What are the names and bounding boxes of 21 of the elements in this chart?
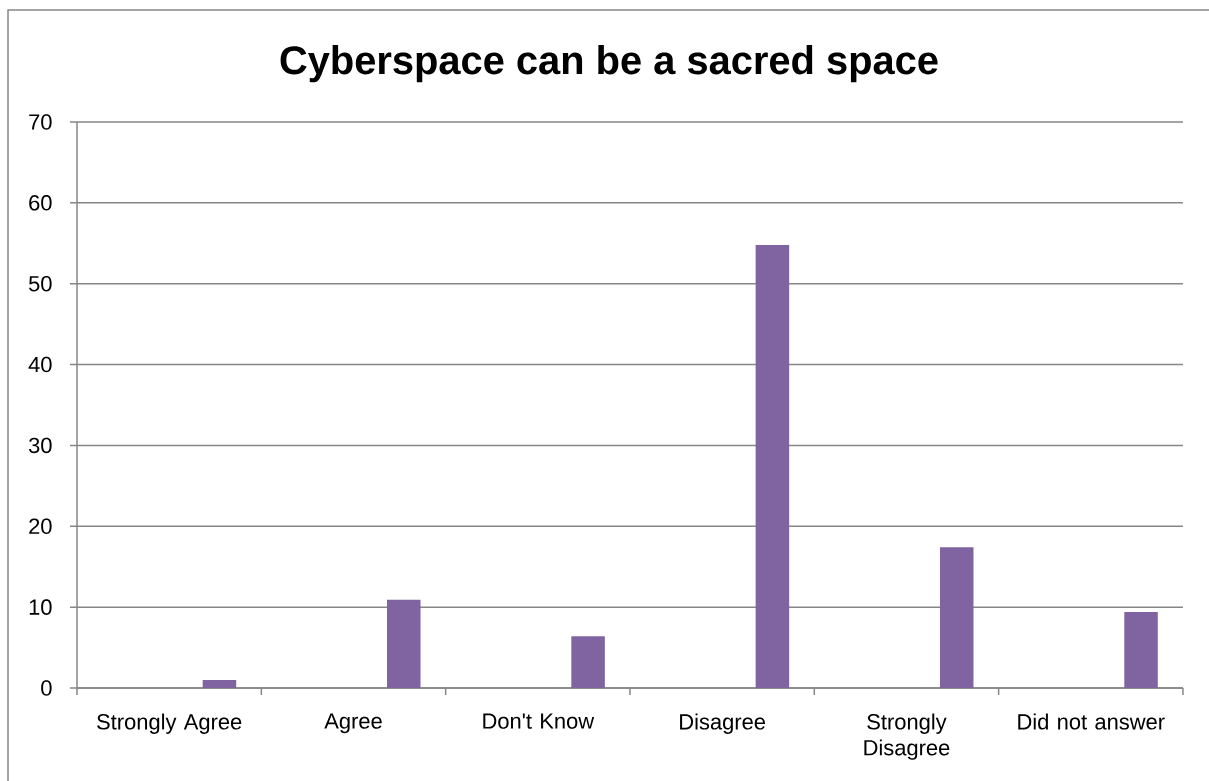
bar — [939, 547, 974, 688]
bar — [202, 679, 237, 688]
x-tick-label: Strongly Disagree — [864, 713, 950, 760]
chart-title: Cyberspace can be a sacred space — [280, 45, 938, 83]
y-tick-label: 70 — [29, 114, 52, 130]
x-tick-label: Disagree — [680, 713, 766, 734]
y-tick-label: 50 — [28, 275, 52, 292]
y-tick-label: 20 — [29, 518, 52, 535]
y-tick-label: 30 — [28, 437, 52, 454]
y-tick-label: 0 — [41, 680, 52, 696]
x-tick-label: Agree — [324, 713, 382, 734]
bar — [1124, 611, 1158, 688]
x-tick-label: Don't Know — [483, 713, 595, 729]
bar — [571, 636, 605, 688]
y-tick-label: 60 — [29, 195, 52, 211]
x-tick-label: Did not answer — [1018, 713, 1165, 730]
y-tick-label: 10 — [29, 599, 52, 615]
y-tick-label: 40 — [28, 356, 52, 373]
bar — [755, 244, 790, 688]
bar — [387, 599, 421, 688]
x-tick-label: Strongly Agree — [97, 713, 242, 734]
